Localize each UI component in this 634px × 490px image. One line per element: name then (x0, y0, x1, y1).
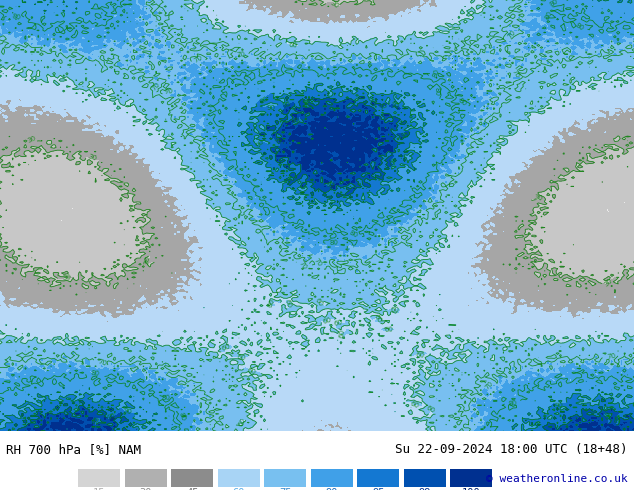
Text: 95: 95 (92, 415, 101, 426)
Text: 70: 70 (507, 29, 517, 40)
Text: 30: 30 (27, 135, 37, 144)
Text: 80: 80 (433, 87, 439, 96)
FancyBboxPatch shape (171, 469, 213, 487)
Text: 60: 60 (313, 297, 324, 308)
Text: 80: 80 (91, 370, 100, 377)
Text: 70: 70 (192, 53, 203, 63)
FancyBboxPatch shape (404, 469, 446, 487)
FancyBboxPatch shape (79, 469, 120, 487)
Text: 30: 30 (62, 274, 72, 281)
Text: RH 700 hPa [%] NAM: RH 700 hPa [%] NAM (6, 443, 141, 456)
Text: 60: 60 (267, 298, 276, 309)
FancyBboxPatch shape (358, 469, 399, 487)
Text: 95: 95 (614, 414, 621, 423)
Text: 70: 70 (510, 68, 521, 79)
FancyBboxPatch shape (218, 469, 260, 487)
Text: 30: 30 (603, 277, 614, 288)
Text: 95: 95 (386, 158, 394, 168)
Text: 75: 75 (279, 488, 292, 490)
Text: © weatheronline.co.uk: © weatheronline.co.uk (486, 474, 628, 484)
Text: 95: 95 (326, 179, 337, 190)
Text: 80: 80 (11, 13, 21, 21)
Text: 80: 80 (432, 68, 441, 78)
Text: 95: 95 (378, 101, 389, 111)
Text: 90: 90 (554, 402, 564, 409)
Text: 80: 80 (161, 394, 171, 400)
Text: 60: 60 (247, 368, 257, 375)
Text: 80: 80 (329, 240, 339, 246)
Text: 70: 70 (164, 88, 174, 95)
Text: 95: 95 (400, 132, 410, 139)
Text: 80: 80 (574, 22, 585, 31)
Text: 70: 70 (607, 353, 617, 360)
Text: 60: 60 (321, 317, 332, 325)
Text: 80: 80 (178, 411, 186, 421)
FancyBboxPatch shape (125, 469, 167, 487)
Text: 90: 90 (254, 138, 265, 148)
Text: 90: 90 (266, 105, 275, 111)
Text: 30: 30 (329, 0, 340, 9)
Text: 60: 60 (339, 329, 346, 339)
Text: 60: 60 (236, 354, 246, 361)
Text: 95: 95 (272, 136, 282, 147)
Text: 90: 90 (122, 407, 133, 416)
Text: 60: 60 (283, 298, 292, 309)
Text: 15: 15 (93, 488, 106, 490)
Text: 60: 60 (221, 343, 231, 352)
Text: 60: 60 (409, 400, 420, 410)
Text: 60: 60 (237, 417, 247, 428)
Text: 70: 70 (151, 81, 161, 92)
Text: Su 22-09-2024 18:00 UTC (18+48): Su 22-09-2024 18:00 UTC (18+48) (395, 443, 628, 456)
Text: 95: 95 (390, 101, 400, 110)
Text: 95: 95 (291, 116, 302, 126)
Text: 80: 80 (549, 0, 560, 8)
Text: 80: 80 (348, 229, 359, 239)
Text: 70: 70 (313, 257, 323, 268)
Text: 70: 70 (97, 359, 107, 368)
Text: 60: 60 (425, 405, 436, 415)
Text: 60: 60 (384, 326, 394, 333)
Text: 100: 100 (462, 488, 481, 490)
Text: 60: 60 (373, 313, 383, 324)
Text: 95: 95 (372, 488, 385, 490)
FancyBboxPatch shape (311, 469, 353, 487)
Text: 45: 45 (186, 488, 198, 490)
Text: 80: 80 (544, 10, 553, 21)
Text: 70: 70 (297, 260, 307, 270)
Text: 99: 99 (418, 488, 431, 490)
Text: 60: 60 (233, 488, 245, 490)
Text: 30: 30 (533, 194, 543, 201)
Text: 95: 95 (281, 100, 292, 109)
Text: 30: 30 (139, 488, 152, 490)
Text: 90: 90 (325, 488, 338, 490)
Text: 60: 60 (333, 319, 344, 327)
Text: 60: 60 (391, 307, 399, 313)
Text: 70: 70 (484, 380, 494, 391)
Text: 30: 30 (143, 255, 150, 265)
Text: 60: 60 (415, 352, 425, 359)
FancyBboxPatch shape (264, 469, 306, 487)
Text: 60: 60 (288, 42, 298, 49)
Text: 95: 95 (600, 412, 611, 422)
FancyBboxPatch shape (450, 469, 492, 487)
Text: 95: 95 (107, 412, 117, 420)
Text: 70: 70 (236, 51, 245, 58)
Text: 80: 80 (456, 98, 467, 108)
Text: 90: 90 (259, 95, 270, 104)
Text: 30: 30 (87, 153, 98, 162)
Text: 80: 80 (508, 400, 518, 407)
